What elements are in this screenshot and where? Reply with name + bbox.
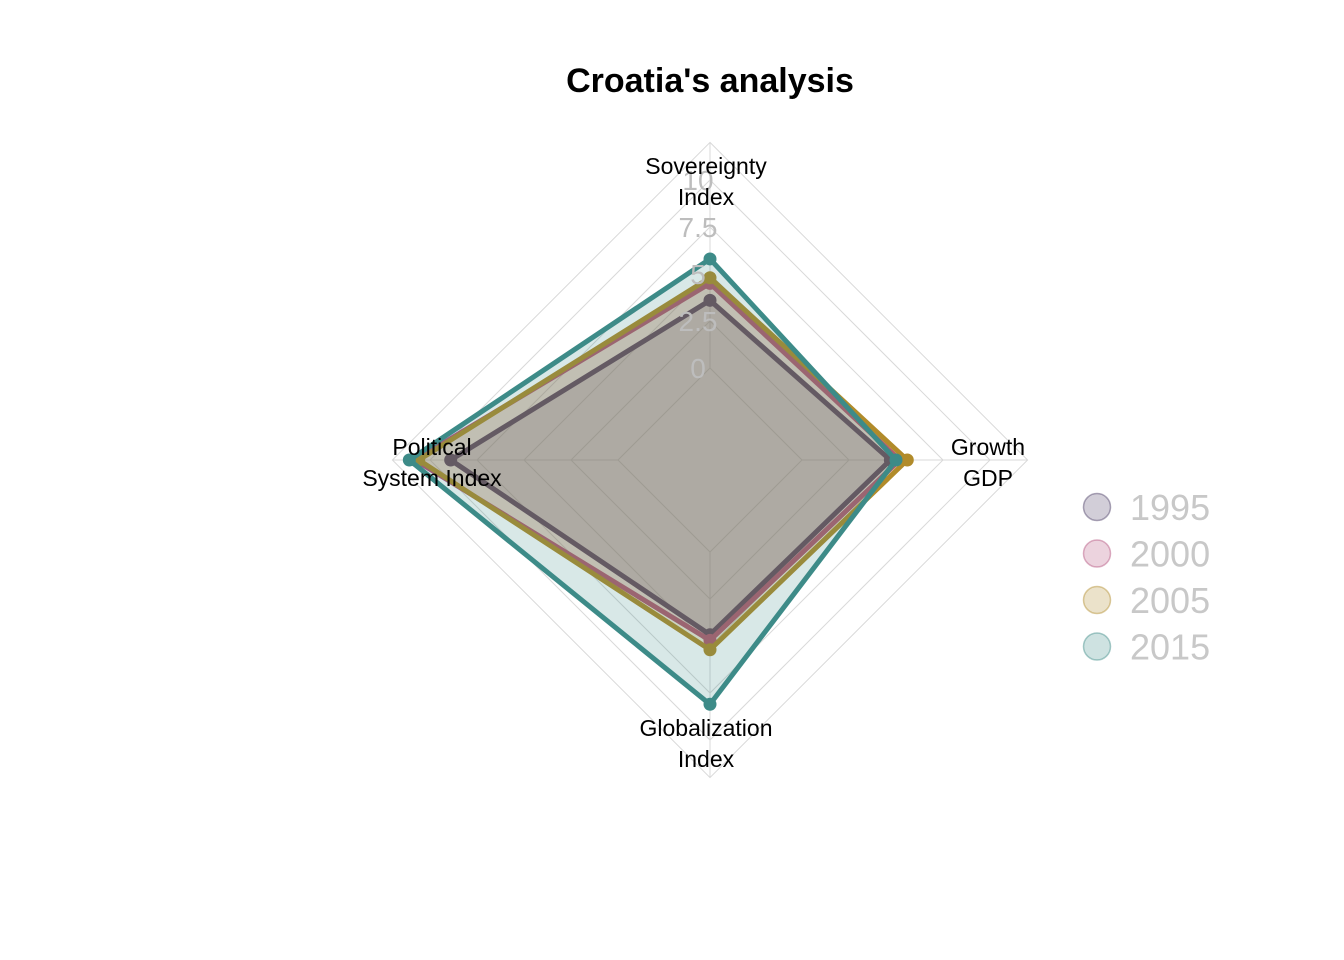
axis-label-line: System Index	[362, 465, 502, 491]
series-point-1995	[703, 293, 717, 307]
legend-key-2000	[1082, 539, 1112, 568]
tick-label: 7.5	[679, 212, 718, 243]
series-point-1995	[444, 453, 458, 467]
tick-label: 10	[682, 165, 713, 196]
tick-label: 0	[690, 353, 706, 384]
series-area-2005	[418, 277, 908, 650]
axis-label: Political System Index	[362, 434, 502, 491]
tick-label: 5	[690, 259, 706, 290]
legend-key-1995	[1082, 492, 1112, 522]
radar-series	[402, 252, 914, 711]
tick-label: 2.5	[679, 306, 718, 337]
series-point-2015	[703, 697, 717, 711]
axis-label-line: Index	[678, 184, 735, 210]
axis-label: Growth GDP	[951, 434, 1025, 491]
axis-label-line: Political	[392, 434, 471, 460]
axis-label-line: GDP	[963, 465, 1013, 491]
legend: 1995 2000 2005 2015	[1082, 487, 1210, 668]
legend-label-1995: 1995	[1130, 487, 1210, 528]
legend-label-2005: 2005	[1130, 580, 1210, 621]
legend-label-2000: 2000	[1130, 534, 1210, 575]
series-point-2005	[900, 453, 914, 467]
series-area-2000	[414, 283, 900, 641]
legend-key-2015	[1082, 632, 1112, 661]
series-point-2005	[703, 643, 717, 657]
axis-label: Globalization Index	[640, 715, 773, 772]
chart-title: Croatia's analysis	[566, 62, 854, 100]
axis-label-line: Sovereignty	[645, 153, 767, 179]
series-point-2005	[703, 271, 717, 285]
axis-labels: Sovereignty Index Growth GDP Globalization In…	[362, 153, 1025, 772]
series-area-2015	[409, 258, 896, 705]
axis-label-line: Index	[678, 746, 735, 772]
series-area-1995	[450, 300, 891, 635]
series-point-2015	[703, 252, 717, 266]
legend-key-2005	[1082, 585, 1112, 615]
legend-label-2015: 2015	[1130, 627, 1210, 668]
series-point-2015	[402, 453, 416, 467]
axis-label-line: Growth	[951, 434, 1025, 460]
radial-tick-labels: 0 2.5 5 7.5 10	[679, 165, 718, 384]
axis-label: Sovereignty Index	[645, 153, 767, 210]
series-point-2015	[889, 453, 903, 467]
axis-label-line: Globalization	[640, 715, 773, 741]
